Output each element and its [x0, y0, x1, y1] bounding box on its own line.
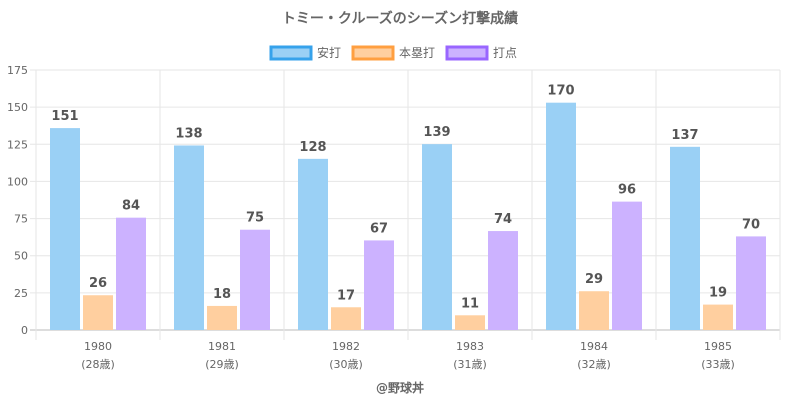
y-tick-label: 125 — [7, 138, 28, 151]
bar-打点 — [116, 217, 146, 330]
y-tick-label: 50 — [14, 250, 28, 263]
x-tick-label: 1982 — [332, 340, 360, 353]
data-label: 67 — [370, 221, 388, 236]
legend-item: 本塁打 — [351, 45, 435, 61]
bar-安打 — [422, 144, 452, 330]
data-label: 70 — [742, 217, 760, 232]
bar-本塁打 — [207, 305, 237, 330]
bar-本塁打 — [703, 304, 733, 330]
legend-swatch — [445, 45, 489, 61]
bar-本塁打 — [579, 291, 609, 330]
bar-打点 — [240, 229, 270, 330]
credit-label: @野球丼 — [376, 380, 424, 395]
bar-打点 — [736, 236, 766, 330]
x-tick-sublabel: (29歳) — [205, 358, 239, 371]
data-label: 170 — [547, 84, 574, 99]
x-tick-sublabel: (28歳) — [81, 358, 115, 371]
data-label: 18 — [213, 287, 231, 302]
bar-安打 — [298, 158, 328, 330]
bar-安打 — [174, 145, 204, 330]
x-tick-sublabel: (30歳) — [329, 358, 363, 371]
chart-title: トミー・クルーズのシーズン打撃成績 — [282, 10, 518, 27]
legend-swatch — [351, 45, 395, 61]
y-tick-label: 150 — [7, 101, 28, 114]
bar-打点 — [488, 231, 518, 330]
x-tick-label: 1984 — [580, 340, 608, 353]
data-label: 138 — [175, 126, 202, 141]
x-tick-label: 1985 — [704, 340, 732, 353]
bar-本塁打 — [331, 307, 361, 330]
data-label: 75 — [246, 211, 264, 226]
grid — [30, 69, 781, 340]
y-tick-label: 175 — [7, 64, 28, 77]
legend-item: 打点 — [445, 45, 517, 61]
x-tick-label: 1981 — [208, 340, 236, 353]
y-tick-label: 0 — [21, 324, 28, 337]
legend-swatch — [269, 45, 313, 61]
legend-label: 本塁打 — [399, 46, 435, 60]
legend-label: 打点 — [493, 46, 517, 60]
bar-本塁打 — [83, 295, 113, 330]
data-label: 17 — [337, 288, 355, 303]
data-label: 11 — [461, 296, 479, 311]
y-tick-label: 100 — [7, 175, 28, 188]
data-label: 84 — [122, 199, 140, 214]
x-tick-label: 1983 — [456, 340, 484, 353]
legend: 安打 本塁打 打点 — [269, 45, 517, 61]
data-label: 137 — [671, 128, 698, 143]
data-label: 19 — [709, 286, 727, 301]
bar-安打 — [50, 128, 80, 330]
bar-打点 — [612, 201, 642, 330]
data-label: 151 — [51, 109, 78, 124]
legend-item: 安打 — [269, 45, 341, 61]
bars — [50, 102, 766, 330]
data-label: 139 — [423, 125, 450, 140]
legend-label: 安打 — [317, 45, 341, 60]
y-tick-label: 25 — [14, 287, 28, 300]
x-tick-sublabel: (33歳) — [701, 358, 735, 371]
data-label: 26 — [89, 276, 107, 291]
x-tick-label: 1980 — [84, 340, 112, 353]
x-tick-sublabel: (31歳) — [453, 358, 487, 371]
bar-安打 — [670, 146, 700, 330]
axes: 02550751001251501751980(28歳)1981(29歳)198… — [7, 64, 735, 371]
bar-安打 — [546, 102, 576, 330]
data-label: 128 — [299, 140, 326, 155]
data-label: 29 — [585, 272, 603, 287]
y-tick-label: 75 — [14, 213, 28, 226]
bar-本塁打 — [455, 315, 485, 330]
data-labels: 151 138 128 139 170 137 26 18 17 11 29 19 84 75 67 74 96… — [51, 84, 760, 312]
data-label: 96 — [618, 183, 636, 198]
x-tick-sublabel: (32歳) — [577, 358, 611, 371]
data-label: 74 — [494, 212, 512, 227]
bar-打点 — [364, 240, 394, 330]
